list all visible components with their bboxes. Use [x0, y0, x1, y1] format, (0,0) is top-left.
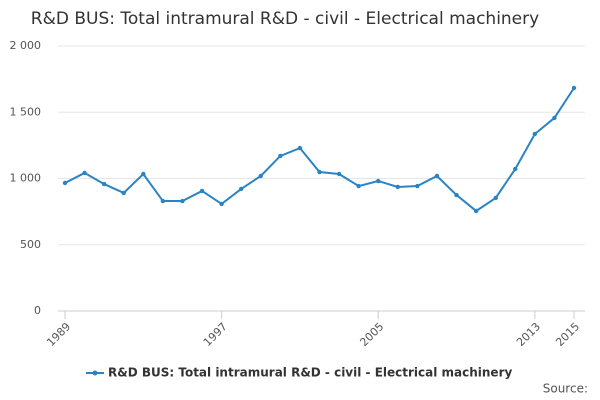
legend-label: R&D BUS: Total intramural R&D - civil - … [108, 366, 512, 380]
data-point [199, 188, 205, 194]
data-line [64, 87, 575, 213]
legend-marker [92, 370, 98, 376]
data-point [141, 171, 146, 177]
x-tick-label: 2013 [514, 320, 543, 349]
data-point [258, 173, 263, 179]
chart-title: R&D BUS: Total intramural R&D - civil - … [31, 9, 539, 29]
data-point [238, 186, 244, 192]
y-tick-label: 2 000 [10, 39, 42, 52]
data-point [415, 183, 420, 189]
data-point [82, 170, 87, 176]
data-point [62, 180, 68, 186]
y-tick-label: 1 500 [10, 105, 42, 118]
data-point [278, 153, 283, 159]
data-point [160, 198, 166, 204]
y-tick-label: 0 [34, 304, 41, 317]
data-point [434, 173, 440, 179]
x-tick-label: 1989 [44, 320, 73, 349]
y-tick-label: 500 [20, 238, 41, 251]
data-point [454, 192, 459, 198]
data-point [297, 145, 303, 151]
source: Source: [543, 382, 588, 396]
data-point [513, 166, 518, 172]
data-point [493, 195, 498, 201]
data-point [552, 115, 557, 121]
y-tick-label: 1 000 [10, 172, 42, 185]
x-tick-label: 2015 [553, 320, 582, 349]
x-tick-label: 2005 [357, 320, 386, 349]
data-point [395, 184, 401, 190]
data-point [532, 131, 538, 137]
data-point [101, 181, 107, 187]
data-point [336, 171, 342, 177]
data-point [219, 201, 224, 207]
data-point [317, 169, 322, 175]
data-point [356, 183, 361, 189]
data-point [376, 178, 381, 184]
data-point [473, 208, 479, 214]
data-point [180, 198, 185, 204]
data-point [121, 190, 126, 196]
data-point [571, 85, 577, 91]
x-tick-label: 1997 [201, 320, 230, 349]
